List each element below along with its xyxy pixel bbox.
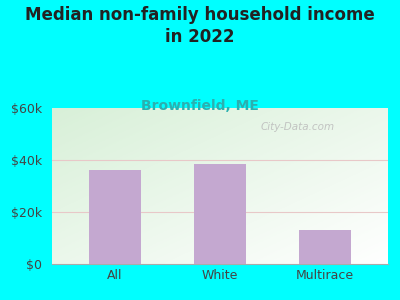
Bar bbox=[89, 170, 141, 264]
Text: City-Data.com: City-Data.com bbox=[260, 122, 334, 132]
Text: Median non-family household income
in 2022: Median non-family household income in 20… bbox=[25, 6, 375, 46]
Bar bbox=[194, 164, 246, 264]
Bar bbox=[299, 230, 351, 264]
Text: Brownfield, ME: Brownfield, ME bbox=[141, 99, 259, 113]
